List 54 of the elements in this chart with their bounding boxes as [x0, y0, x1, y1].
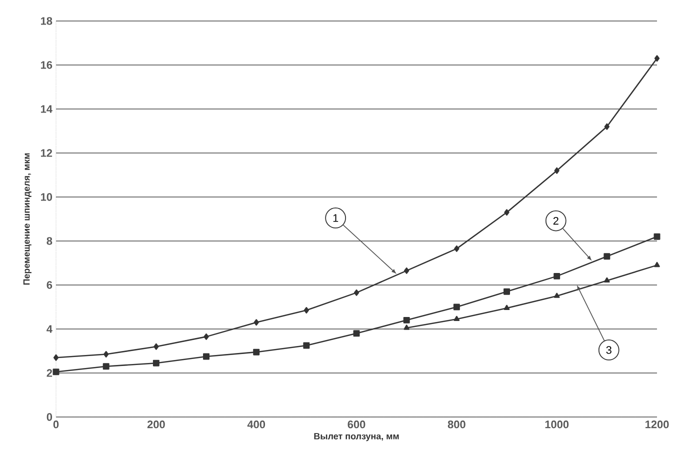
point	[554, 272, 560, 280]
point	[654, 233, 660, 240]
point	[254, 319, 259, 326]
point	[303, 342, 310, 349]
y-tick-label: 14	[40, 105, 52, 113]
annotation: 2	[553, 216, 558, 225]
y-tick-label: 18	[40, 17, 52, 25]
point	[404, 267, 410, 274]
x-tick-label: 1000	[545, 420, 569, 428]
point	[353, 330, 360, 337]
point	[604, 277, 610, 283]
point	[454, 316, 460, 322]
point	[504, 288, 510, 295]
point	[654, 55, 660, 62]
x-tick-label: 800	[448, 420, 466, 428]
point	[504, 209, 510, 216]
point	[204, 333, 209, 340]
point	[453, 304, 460, 310]
y-tick-label: 16	[40, 61, 52, 69]
y-axis-title: Перемещение шпинделя, мкм	[23, 153, 32, 285]
point	[604, 123, 610, 130]
point	[104, 351, 109, 358]
point	[52, 368, 60, 376]
point	[203, 353, 210, 360]
x-tick-label: 200	[147, 420, 165, 428]
point	[604, 253, 610, 260]
point	[554, 167, 560, 174]
y-tick-label: 10	[40, 193, 52, 201]
annotation: 3	[606, 346, 612, 354]
point	[304, 307, 310, 314]
point	[102, 363, 110, 370]
point	[53, 354, 59, 361]
point	[654, 262, 660, 268]
point	[354, 289, 360, 296]
y-tick-label: 0	[46, 413, 52, 421]
y-tick-label: 4	[46, 325, 52, 333]
x-tick-label: 400	[247, 420, 266, 428]
y-tick-label: 8	[46, 237, 52, 245]
point	[152, 360, 160, 366]
point	[554, 292, 560, 298]
y-tick-label: 12	[40, 149, 52, 157]
x-tick-label: 600	[348, 420, 366, 428]
y-tick-label: 2	[46, 369, 52, 377]
x-tick-label: 0	[53, 420, 59, 428]
point	[154, 343, 159, 350]
y-tick-label: 6	[46, 281, 52, 289]
point	[403, 316, 410, 324]
x-axis-title: Вылет ползуна, мм	[314, 433, 399, 442]
point	[454, 245, 460, 252]
x-tick-label: 1200	[646, 420, 669, 428]
point	[504, 304, 510, 310]
annotation: 1	[333, 214, 338, 222]
point	[404, 324, 410, 330]
point	[253, 348, 260, 356]
